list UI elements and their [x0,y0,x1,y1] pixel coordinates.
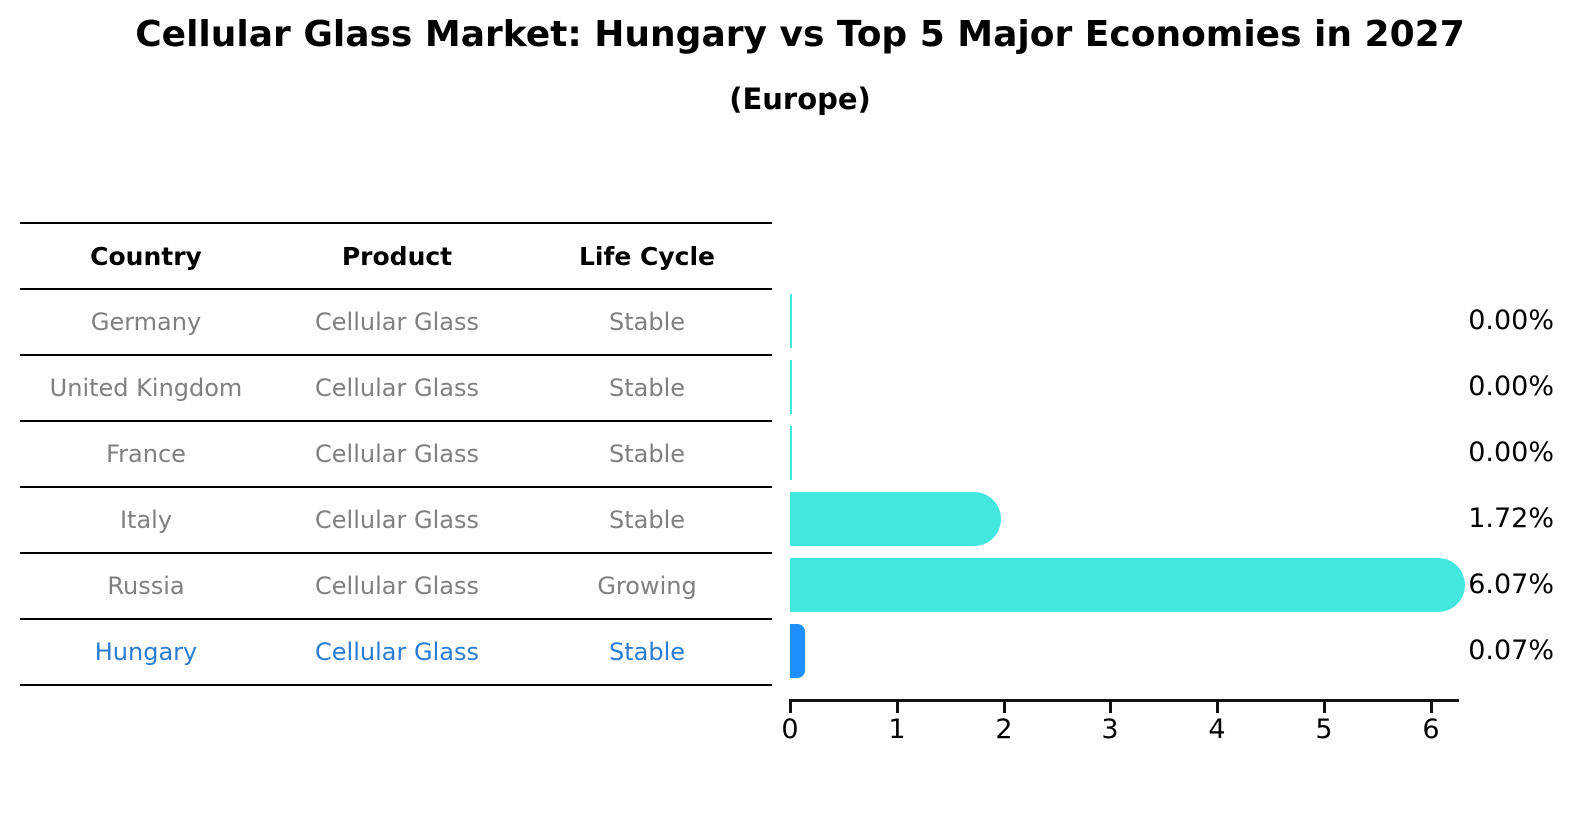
column-header-country: Country [90,241,202,271]
x-axis-tick [1003,702,1006,713]
x-axis-tick [1430,702,1433,713]
value-label-hungary: 0.07% [1468,635,1554,666]
bar-germany [790,294,792,348]
cell-country: United Kingdom [49,374,243,402]
x-axis-tick [789,702,792,713]
column-header-life-cycle: Life Cycle [578,241,716,271]
x-axis-tick-label: 1 [888,714,906,745]
x-axis-tick-label: 3 [1101,714,1119,745]
x-axis-tick-label: 2 [995,714,1013,745]
bar-italy [790,492,1001,546]
table-row: Russia Cellular Glass Growing [20,554,772,620]
value-label-italy: 1.72% [1468,503,1554,534]
cell-product: Cellular Glass [315,638,479,666]
cell-product: Cellular Glass [315,308,479,336]
table-row: Germany Cellular Glass Stable [20,290,772,356]
cell-life-cycle: Growing [597,572,697,600]
x-axis-tick-label: 5 [1315,714,1333,745]
value-label-france: 0.00% [1468,437,1554,468]
table-row: Italy Cellular Glass Stable [20,488,772,554]
bar-united-kingdom [790,360,792,414]
chart-subtitle: (Europe) [729,82,871,116]
value-label-united-kingdom: 0.00% [1468,371,1554,402]
x-axis-tick [1323,702,1326,713]
x-axis-tick [1216,702,1219,713]
x-axis-tick [1109,702,1112,713]
bar-hungary [790,624,805,678]
cell-life-cycle: Stable [608,374,686,402]
cell-country: Germany [90,308,202,336]
table-row-highlighted: Hungary Cellular Glass Stable [20,620,772,686]
cell-country: Italy [119,506,173,534]
bar-russia [790,558,1465,612]
column-header-product: Product [341,241,453,271]
table-header-row: Country Product Life Cycle [20,224,772,290]
cell-life-cycle: Stable [608,638,686,666]
comparison-table: Country Product Life Cycle Germany Cellu… [20,222,772,686]
value-label-russia: 6.07% [1468,569,1554,600]
cell-product: Cellular Glass [315,374,479,402]
cell-product: Cellular Glass [315,572,479,600]
cell-country: France [106,440,186,468]
x-axis: 0 1 2 3 4 5 6 [781,699,1459,745]
value-label-germany: 0.00% [1468,305,1554,336]
x-axis-tick-label: 6 [1422,714,1440,745]
table-row: United Kingdom Cellular Glass Stable [20,356,772,422]
chart-title: Cellular Glass Market: Hungary vs Top 5 … [135,14,1465,55]
x-axis-tick [896,702,899,713]
cell-country: Russia [107,572,185,600]
cell-product: Cellular Glass [315,506,479,534]
table-row: France Cellular Glass Stable [20,422,772,488]
cell-life-cycle: Stable [608,308,686,336]
cell-product: Cellular Glass [315,440,479,468]
cell-life-cycle: Stable [608,506,686,534]
x-axis-tick-label: 4 [1208,714,1226,745]
cell-life-cycle: Stable [608,440,686,468]
bar-france [790,426,792,480]
x-axis-tick-label: 0 [781,714,799,745]
cell-country: Hungary [94,638,198,666]
